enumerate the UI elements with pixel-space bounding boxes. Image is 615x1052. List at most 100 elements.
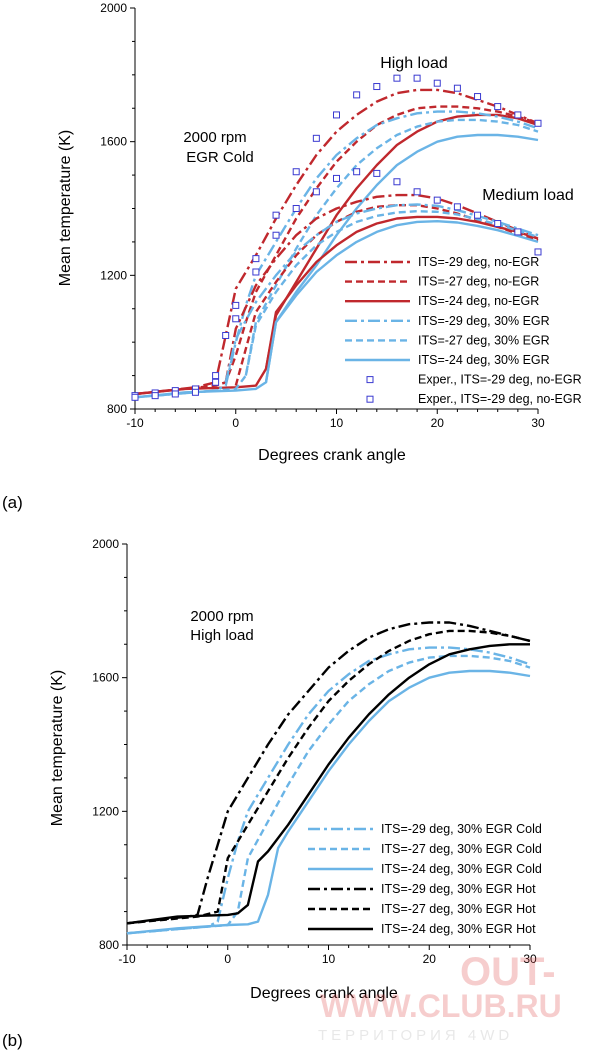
experimental-point <box>312 134 320 142</box>
legend-label: ITS=-24 deg, no-EGR <box>418 294 539 308</box>
experimental-point <box>292 168 300 176</box>
chart-a-axes: 800 1200 1600 2000 -10 0 10 20 30 <box>100 1 545 430</box>
x-tick-label: 30 <box>523 952 537 966</box>
x-tick-label: 10 <box>322 952 336 966</box>
experimental-point <box>232 315 240 323</box>
experimental-point <box>514 111 522 119</box>
y-tick-label: 1200 <box>92 804 119 818</box>
series-line-7 <box>234 203 539 386</box>
experimental-point <box>433 196 441 204</box>
legend-label: ITS=-27 deg, 30% EGR <box>418 333 550 347</box>
experimental-point <box>453 203 461 211</box>
watermark-line1: OUT- <box>460 950 556 994</box>
series-line-1 <box>134 105 539 396</box>
watermark-logo: OUT- WWW.CLUB.RU ТЕРРИТОРИЯ 4WD <box>318 950 562 1044</box>
legend-label: ITS=-29 deg, 30% EGR Cold <box>381 822 542 836</box>
series-line-4 <box>134 118 539 399</box>
experimental-point <box>232 301 240 309</box>
legend-label: ITS=-29 deg, no-EGR <box>418 255 539 269</box>
experimental-point <box>413 74 421 82</box>
legend-label: ITS=-24 deg, 30% EGR <box>418 353 550 367</box>
experimental-point <box>393 74 401 82</box>
y-tick-label: 1200 <box>100 268 127 282</box>
watermark-line2: WWW.CLUB.RU <box>320 988 562 1024</box>
annotation-medium-load: Medium load <box>482 187 574 204</box>
legend-label: ITS=-27 deg, 30% EGR Cold <box>381 842 542 856</box>
experimental-point <box>252 255 260 263</box>
panel-label-b: (b) <box>2 1031 23 1050</box>
experimental-point <box>171 390 179 398</box>
legend-label: ITS=-29 deg, 30% EGR <box>418 314 550 328</box>
annotation-rpm-b: 2000 rpm <box>190 608 253 625</box>
x-tick-label: -10 <box>126 416 144 430</box>
experimental-point <box>333 111 340 119</box>
x-tick-label: 20 <box>423 952 437 966</box>
legend-marker <box>366 395 374 403</box>
experimental-point <box>212 372 220 380</box>
series-line-5 <box>134 133 539 399</box>
chart-b-axes: 800 1200 1600 2000 -10 0 10 20 30 <box>92 537 537 966</box>
chart-a-experimental-points <box>131 74 542 401</box>
y-axis-label-b: Mean temperature (K) <box>49 670 66 827</box>
series-line-4 <box>126 629 531 925</box>
experimental-point <box>252 268 260 276</box>
experimental-point <box>373 169 381 177</box>
experimental-point <box>494 220 502 228</box>
series-line-3 <box>126 621 531 925</box>
annotation-egr: EGR Cold <box>186 149 254 166</box>
experimental-point <box>353 168 361 176</box>
panel-label-a: (a) <box>2 493 23 512</box>
chart-panel-b: 800 1200 1600 2000 -10 0 10 20 30 2000 rpm High … <box>2 537 542 1050</box>
legend-label: ITS=-24 deg, 30% EGR Hot <box>381 922 536 936</box>
experimental-point <box>272 231 280 239</box>
experimental-point <box>373 83 381 91</box>
y-tick-label: 2000 <box>92 537 119 551</box>
experimental-point <box>413 188 421 196</box>
legend-label: Exper., ITS=-29 deg, no-EGR <box>418 373 582 387</box>
series-line-2 <box>126 669 531 935</box>
annotation-load-b: High load <box>190 627 253 644</box>
experimental-point <box>474 93 482 101</box>
y-tick-label: 2000 <box>100 1 127 15</box>
chart-a-series <box>134 88 539 399</box>
experimental-point <box>534 248 542 256</box>
annotation-rpm: 2000 rpm <box>183 129 246 146</box>
y-tick-label: 1600 <box>100 135 127 149</box>
x-tick-label: -10 <box>118 952 136 966</box>
series-line-6 <box>224 193 539 383</box>
experimental-point <box>474 211 482 219</box>
experimental-point <box>212 378 220 386</box>
experimental-point <box>191 388 199 396</box>
legend-label: ITS=-27 deg, no-EGR <box>418 275 539 289</box>
chart-a-legend: ITS=-29 deg, no-EGR ITS=-27 deg, no-EGR IT… <box>345 255 582 406</box>
experimental-point <box>453 84 461 92</box>
legend-label: Exper., ITS=-29 deg, no-EGR <box>418 392 582 406</box>
y-axis-label: Mean temperature (K) <box>57 130 74 287</box>
series-line-9 <box>224 203 539 383</box>
experimental-point <box>494 103 502 111</box>
experimental-point <box>534 119 542 127</box>
experimental-point <box>333 174 340 182</box>
experimental-point <box>393 178 401 186</box>
x-axis-label: Degrees crank angle <box>258 447 406 464</box>
experimental-point <box>312 188 320 196</box>
x-tick-label: 10 <box>330 416 344 430</box>
x-tick-label: 20 <box>431 416 445 430</box>
series-line-10 <box>244 209 539 376</box>
legend-marker <box>366 376 374 384</box>
series-line-1 <box>126 654 531 935</box>
experimental-point <box>131 393 139 401</box>
annotation-high-load: High load <box>380 55 448 72</box>
experimental-point <box>353 91 361 99</box>
y-tick-label: 800 <box>99 938 119 952</box>
legend-label: ITS=-24 deg, 30% EGR Cold <box>381 862 542 876</box>
x-tick-label: 0 <box>224 952 231 966</box>
chart-panel-a: 800 1200 1600 2000 -10 0 10 20 30 2000 rpm EGR C… <box>2 1 582 512</box>
experimental-point <box>433 79 441 87</box>
legend-label: ITS=-27 deg, 30% EGR Hot <box>381 902 536 916</box>
watermark-line3: ТЕРРИТОРИЯ 4WD <box>318 1027 513 1044</box>
legend-label: ITS=-29 deg, 30% EGR Hot <box>381 882 536 896</box>
series-line-2 <box>134 113 539 396</box>
series-line-8 <box>264 215 539 370</box>
